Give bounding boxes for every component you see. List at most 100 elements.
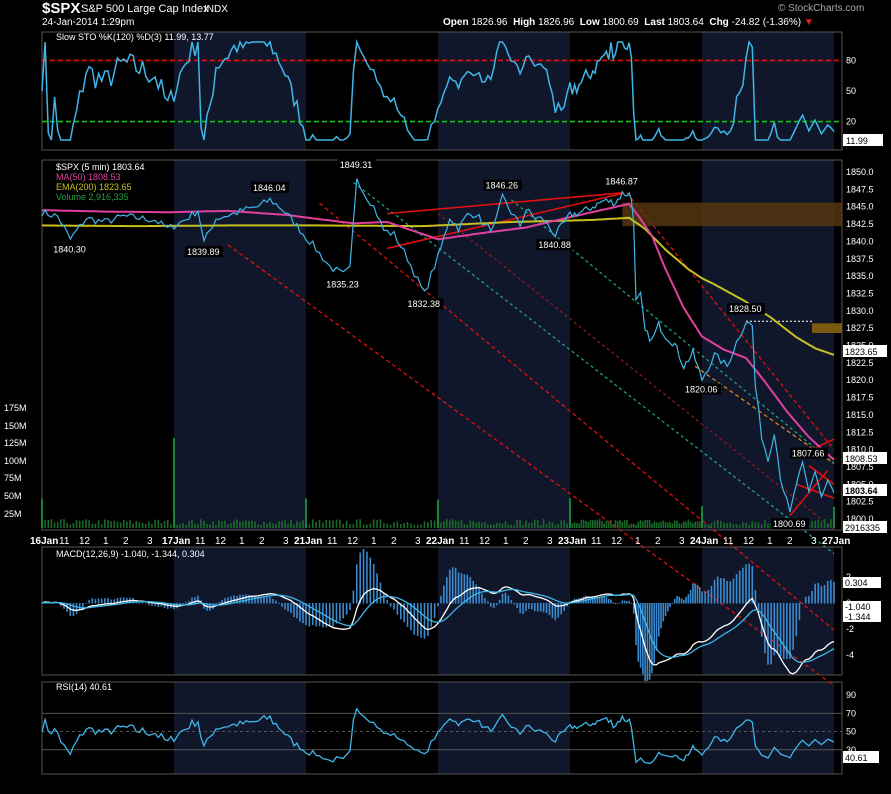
volume-bar (94, 523, 97, 528)
macd-histogram-bar (726, 580, 728, 604)
trendline-3 (352, 181, 835, 555)
macd-histogram-bar (113, 599, 116, 604)
volume-bar (826, 523, 829, 528)
volume-bar (713, 521, 716, 528)
volume-bar (566, 523, 568, 528)
macd-histogram-bar (671, 603, 674, 604)
macd-histogram-bar (322, 603, 324, 628)
annotation-bg (603, 175, 642, 187)
volume-bar (687, 519, 690, 528)
macd-histogram-bar (723, 578, 725, 604)
volume-bar (754, 522, 757, 528)
price-badge: 2916335 (845, 523, 880, 533)
x-axis-label: 1 (503, 536, 509, 547)
volume-bar (296, 520, 298, 528)
macd-badge: 0.304 (845, 578, 868, 588)
price-badge-bg (843, 484, 887, 496)
price-badge: 1803.64 (845, 486, 878, 496)
macd-histogram-bar (359, 552, 361, 604)
annotation-bg (251, 181, 289, 193)
macd-histogram-bar (287, 603, 289, 612)
volume-bar (116, 521, 119, 528)
volume-bar (266, 523, 268, 528)
x-axis-label: 23Jan (558, 536, 586, 547)
macd-histogram-bar (648, 603, 651, 680)
macd-badge-bg (843, 601, 881, 612)
macd-histogram-bar (88, 600, 90, 604)
volume-bar (342, 523, 345, 528)
macd-histogram-bar (345, 603, 348, 615)
volume-bar (427, 522, 429, 528)
volume-bar (290, 519, 292, 528)
volume-bar (475, 522, 477, 528)
macd-histogram-bar (110, 599, 112, 604)
macd-histogram-bar (100, 598, 103, 604)
volume-bar (328, 520, 331, 528)
macd-histogram-bar (814, 583, 816, 604)
macd-histogram-bar (315, 603, 317, 627)
price-tick: 1845.0 (846, 202, 874, 212)
volume-bar (516, 519, 518, 528)
volume-bar (487, 524, 489, 528)
macd-histogram-bar (610, 599, 612, 604)
volume-bar (362, 524, 365, 528)
volume-bar (60, 519, 62, 528)
macd-histogram-bar (680, 598, 683, 604)
macd-histogram-bar (704, 591, 706, 604)
macd-histogram-bar (773, 603, 776, 656)
annotation-bg (483, 179, 522, 191)
macd-histogram-bar (416, 603, 419, 636)
volume-bar (218, 520, 220, 528)
macd-histogram-bar (673, 599, 676, 604)
macd-histogram-bar (653, 603, 656, 664)
volume-bar (596, 520, 599, 528)
volume-bar (757, 522, 760, 528)
volume-bar (122, 519, 125, 528)
macd-histogram-bar (224, 598, 226, 604)
macd-signal-line (41, 588, 835, 664)
x-axis-label: 1 (239, 536, 245, 547)
trendlines (42, 59, 842, 687)
volume-bar (322, 522, 324, 528)
volume-bar (651, 523, 653, 528)
volume-bar (630, 523, 633, 528)
macd-histogram-bar (732, 578, 735, 604)
volume-tick: 25M (4, 509, 22, 519)
volume-bar (281, 521, 283, 528)
volume-bar (610, 519, 612, 528)
price-line (41, 178, 835, 513)
volume-bar (170, 524, 172, 528)
volume-bar (626, 520, 628, 528)
volume-bar (817, 519, 820, 528)
macd-histogram-bar (94, 599, 97, 604)
volume-bar (830, 519, 832, 528)
x-axis-label: 2 (655, 536, 661, 547)
price-tick: 1817.5 (846, 393, 874, 403)
annotation-bg (185, 246, 223, 258)
macd-histogram-bar (376, 573, 378, 604)
price-badge-bg (843, 521, 887, 533)
ema-legend: EMA(200) 1823.65 (56, 182, 132, 192)
exchange: INDX (204, 4, 228, 15)
macd-histogram-bar (554, 603, 557, 621)
macd-histogram-bar (603, 597, 605, 604)
macd-histogram-bar (420, 603, 422, 638)
price-annotation: 1846.26 (486, 181, 519, 191)
price-tick: 1847.5 (846, 184, 874, 194)
macd-histogram-bar (504, 592, 507, 604)
volume-bar (386, 523, 389, 528)
macd-histogram-bar (242, 595, 244, 604)
macd-histogram-bar (355, 564, 358, 604)
volume-tick: 150M (4, 421, 27, 431)
macd-histogram-bar (720, 578, 722, 604)
volume-bar (748, 524, 750, 528)
day-shade (438, 547, 570, 675)
volume-bar (233, 520, 235, 528)
macd-histogram-bar (176, 603, 178, 609)
trendline-2 (437, 213, 835, 530)
volume-bar (745, 522, 747, 528)
price-annotation: 1849.31 (340, 160, 373, 170)
volume-bar (764, 519, 766, 528)
x-axis-label: 22Jan (426, 536, 454, 547)
macd-histogram-bar (138, 601, 141, 604)
